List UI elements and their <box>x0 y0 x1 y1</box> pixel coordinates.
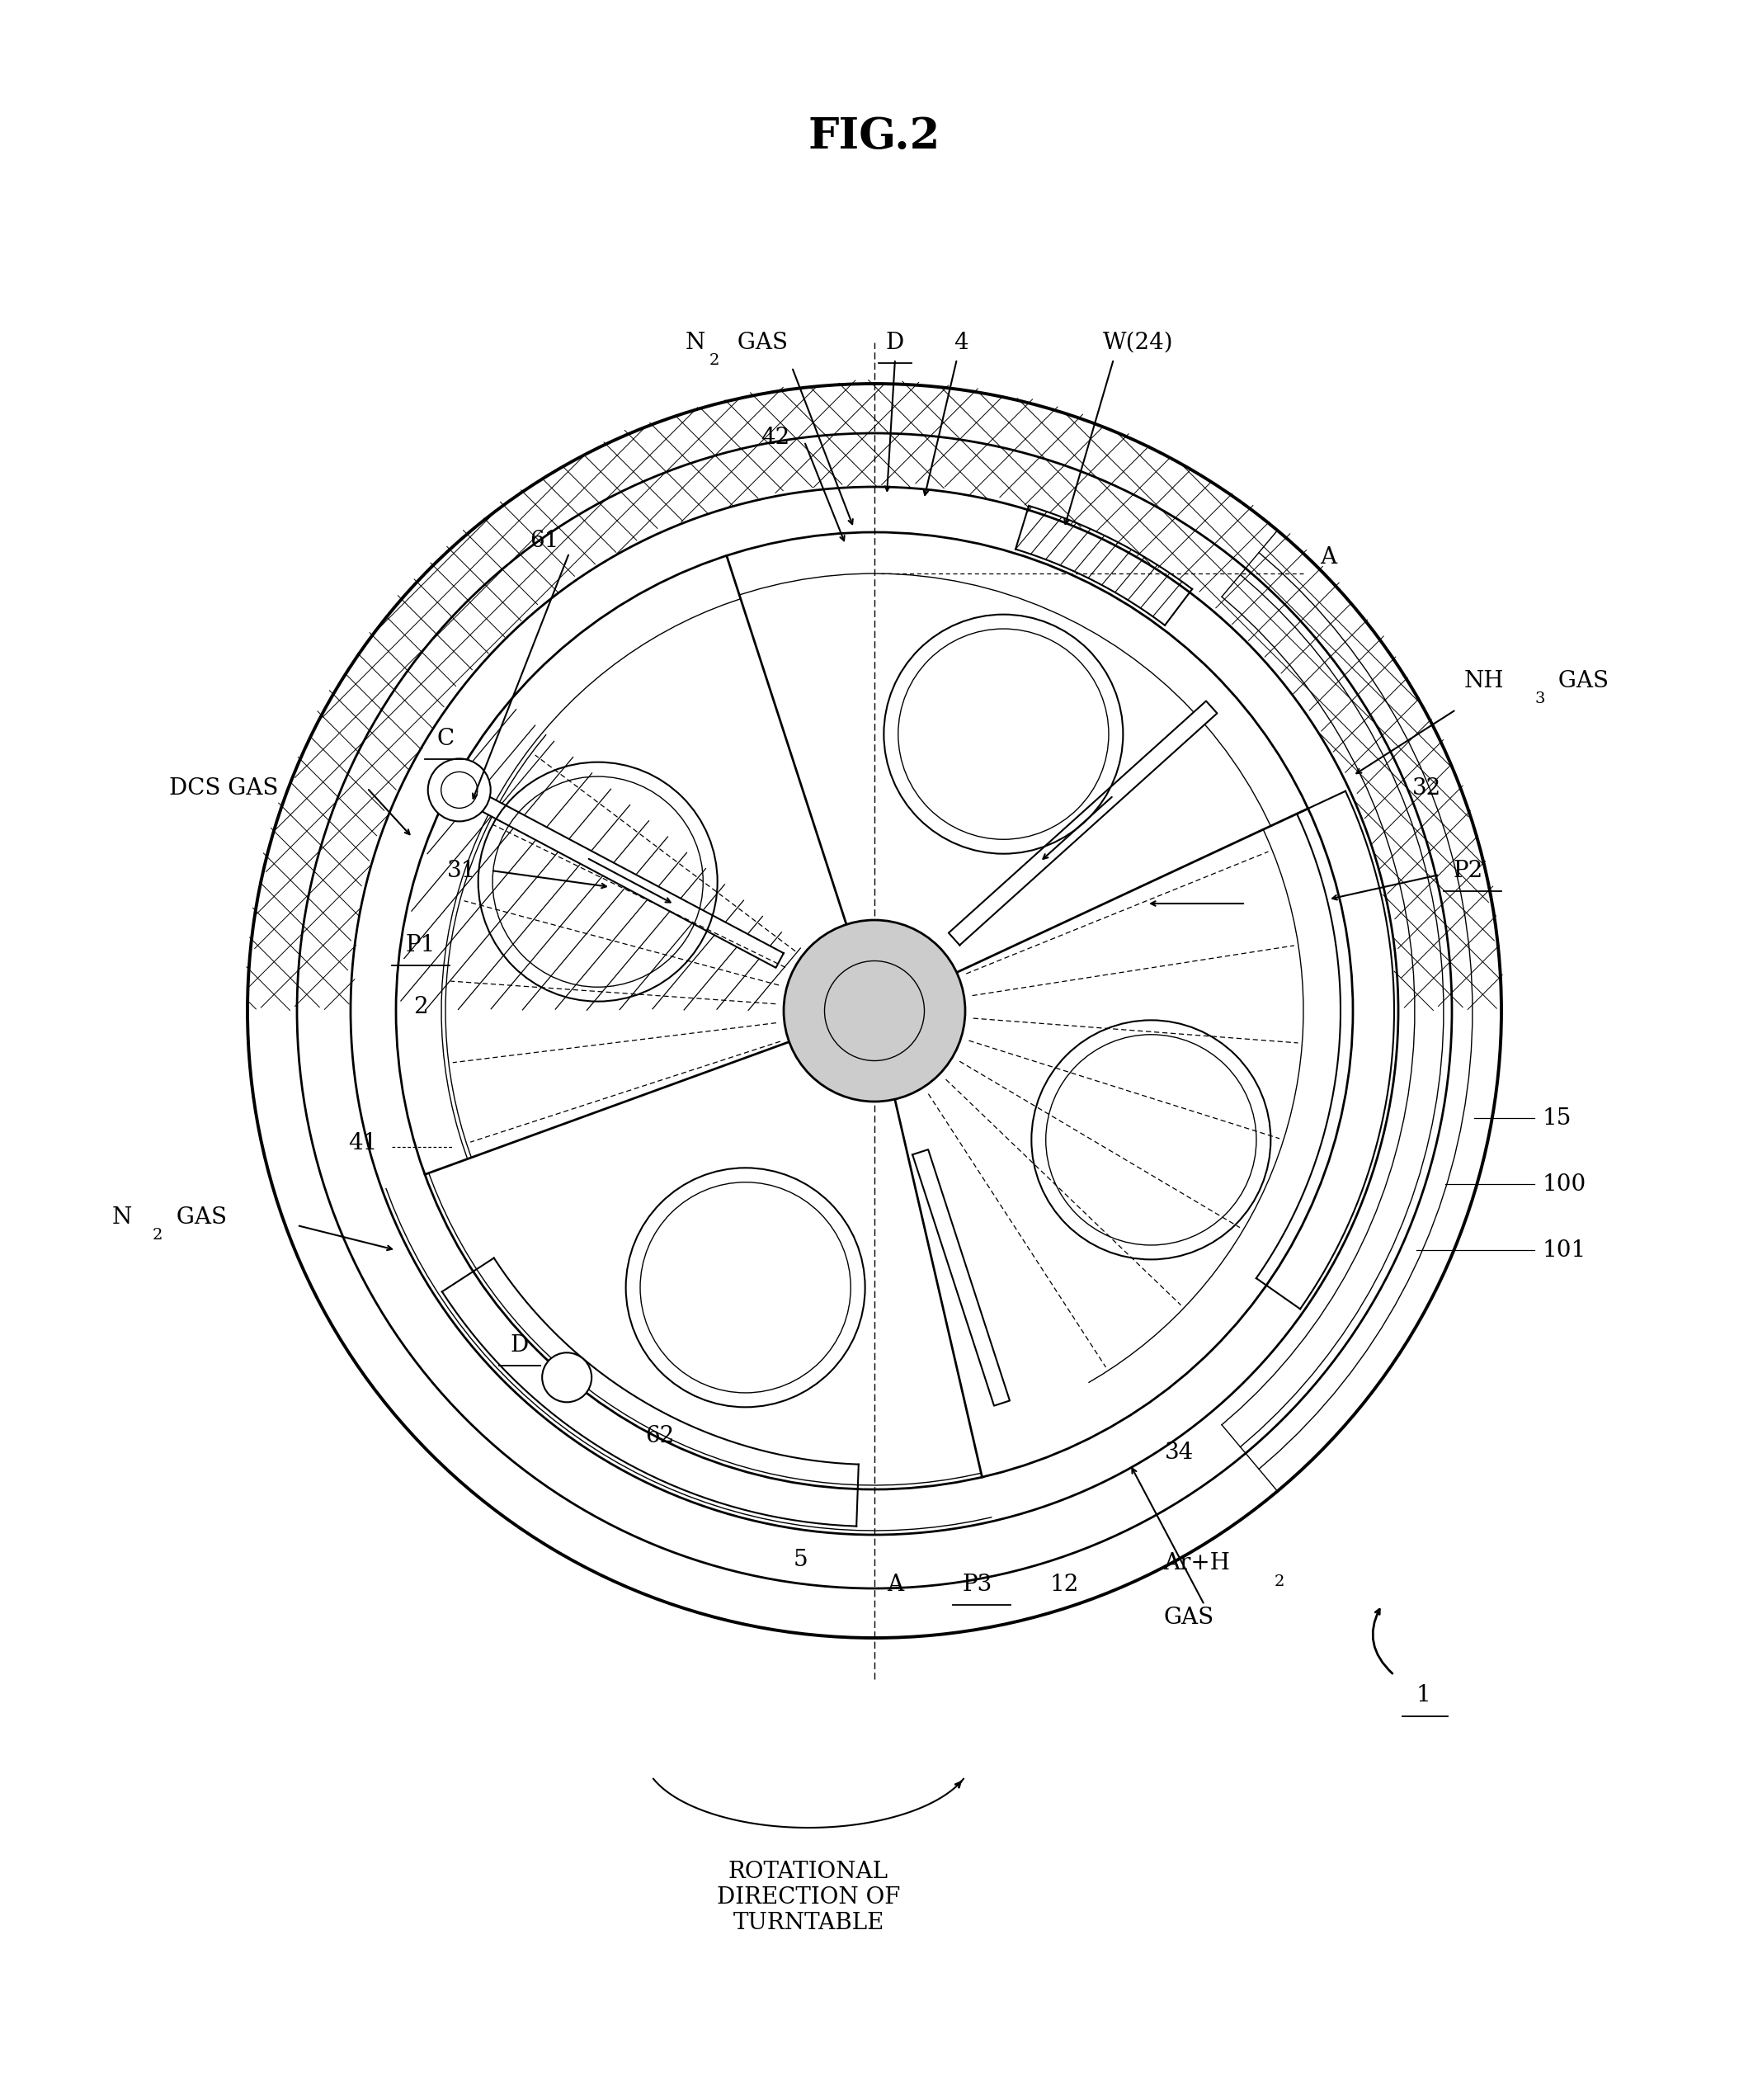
Circle shape <box>784 920 966 1102</box>
Text: W(24): W(24) <box>1103 332 1175 353</box>
Text: P2: P2 <box>1453 859 1483 882</box>
Text: 2: 2 <box>414 995 428 1019</box>
Text: 2: 2 <box>710 353 720 367</box>
Text: 4: 4 <box>954 332 968 353</box>
Text: P3: P3 <box>962 1573 992 1596</box>
Text: 5: 5 <box>792 1548 808 1571</box>
Text: 31: 31 <box>447 859 477 882</box>
Text: 2: 2 <box>153 1228 163 1243</box>
Polygon shape <box>948 701 1217 945</box>
Text: 100: 100 <box>1543 1174 1586 1195</box>
Text: GAS: GAS <box>1164 1606 1213 1628</box>
Text: 42: 42 <box>761 426 791 449</box>
Text: 32: 32 <box>1413 777 1441 800</box>
Text: 101: 101 <box>1543 1239 1586 1262</box>
Circle shape <box>542 1352 591 1403</box>
Text: Ar+H: Ar+H <box>1164 1552 1231 1575</box>
Text: GAS: GAS <box>729 332 787 353</box>
Text: C: C <box>436 727 454 750</box>
Circle shape <box>442 773 477 808</box>
Text: P1: P1 <box>405 935 436 956</box>
Circle shape <box>428 758 491 821</box>
Text: NH: NH <box>1464 670 1504 691</box>
Text: ROTATIONAL
DIRECTION OF
TURNTABLE: ROTATIONAL DIRECTION OF TURNTABLE <box>717 1861 901 1934</box>
Text: 15: 15 <box>1543 1107 1572 1130</box>
Text: N: N <box>685 332 705 353</box>
Polygon shape <box>463 788 784 968</box>
Text: 2: 2 <box>1274 1575 1285 1590</box>
Text: 62: 62 <box>645 1424 675 1447</box>
Text: 1: 1 <box>1416 1684 1430 1707</box>
Text: D: D <box>510 1334 529 1357</box>
Text: 41: 41 <box>349 1132 377 1155</box>
Text: A: A <box>887 1573 903 1596</box>
Text: DCS GAS: DCS GAS <box>168 777 279 800</box>
Text: 12: 12 <box>1050 1573 1078 1596</box>
Text: 34: 34 <box>1166 1441 1194 1464</box>
Text: 3: 3 <box>1534 691 1544 706</box>
Text: GAS: GAS <box>168 1205 226 1228</box>
Text: FIG.2: FIG.2 <box>808 116 941 158</box>
Text: GAS: GAS <box>1551 670 1609 691</box>
Text: 61: 61 <box>529 529 559 552</box>
Text: N: N <box>112 1205 131 1228</box>
Text: D: D <box>885 332 905 353</box>
Text: A: A <box>1320 546 1336 569</box>
Polygon shape <box>913 1149 1010 1405</box>
